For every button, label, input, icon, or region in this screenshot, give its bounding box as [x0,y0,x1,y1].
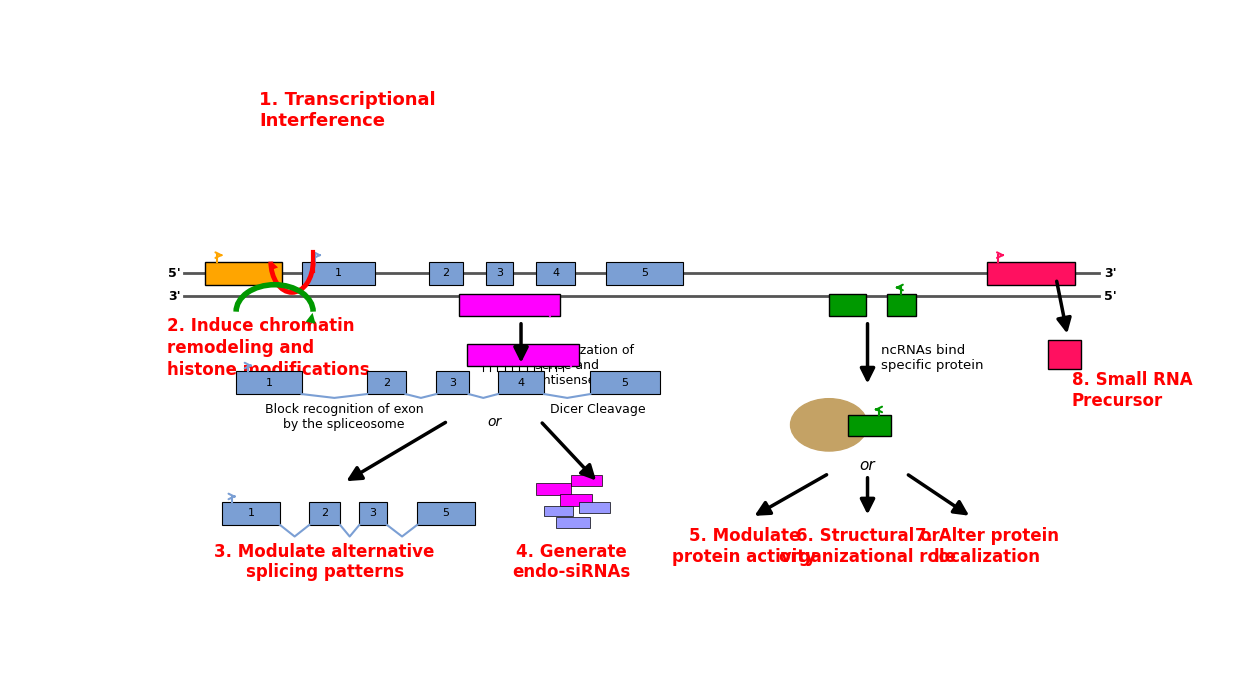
Bar [590,371,660,394]
Text: 3: 3 [449,377,456,388]
Bar [302,262,374,285]
Text: 2. Induce chromatin
remodeling and
histone modifications: 2. Induce chromatin remodeling and histo… [167,317,369,379]
Bar [537,262,575,285]
Text: or: or [487,415,502,429]
Bar [310,502,339,525]
Text: 3. Modulate alternative
splicing patterns: 3. Modulate alternative splicing pattern… [215,543,434,582]
Bar [206,262,282,285]
Text: 3: 3 [497,268,503,278]
Text: 1: 1 [334,268,342,278]
Bar [359,502,387,525]
Bar [829,294,866,316]
Bar [498,371,544,394]
Bar [459,294,559,316]
Ellipse shape [790,399,867,451]
Text: 1. Transcriptional
Interference: 1. Transcriptional Interference [260,91,436,130]
Bar [849,415,891,436]
Bar [428,262,463,285]
Bar [579,502,609,513]
Text: 5: 5 [622,377,629,388]
Text: 1: 1 [247,508,255,519]
Bar [887,294,916,316]
Bar [437,371,469,394]
Text: 2: 2 [321,508,328,519]
Text: 3: 3 [369,508,377,519]
Text: 5': 5' [168,266,181,279]
Text: 2: 2 [442,268,449,278]
Text: 1: 1 [266,377,272,388]
Text: 4: 4 [518,377,524,388]
Bar [572,475,602,486]
Bar [544,506,573,516]
Text: 4: 4 [552,268,559,278]
Text: 4. Generate
endo-siRNAs: 4. Generate endo-siRNAs [512,543,630,582]
Bar [222,502,280,525]
Bar [605,262,683,285]
Text: or: or [860,458,875,473]
Text: 7. Alter protein
localization: 7. Alter protein localization [915,527,1058,566]
Bar [555,517,589,528]
Bar [559,494,592,506]
Text: 5: 5 [443,508,449,519]
Text: 5. Modulate
protein activity: 5. Modulate protein activity [673,527,816,566]
Bar [487,262,513,285]
Bar [367,371,406,394]
Text: 6. Structural or
organizational role: 6. Structural or organizational role [779,527,956,566]
Text: 3': 3' [1103,266,1117,279]
Text: ncRNAs bind
specific protein: ncRNAs bind specific protein [881,344,983,372]
Text: 5: 5 [640,268,648,278]
Text: Dicer Cleavage: Dicer Cleavage [550,403,645,416]
Text: 5': 5' [1103,290,1117,303]
Bar [537,483,572,495]
Text: 8. Small RNA
Precursor: 8. Small RNA Precursor [1072,371,1192,410]
Bar [236,371,302,394]
Text: Block recognition of exon
by the spliceosome: Block recognition of exon by the spliceo… [265,403,423,430]
Bar [417,502,474,525]
Bar [987,262,1076,285]
Text: 2: 2 [383,377,389,388]
Bar [467,344,579,366]
Text: 3': 3' [168,290,181,303]
Text: Hybridization of
sense and
antisense RNAs: Hybridization of sense and antisense RNA… [535,344,634,387]
Bar [1048,340,1081,369]
